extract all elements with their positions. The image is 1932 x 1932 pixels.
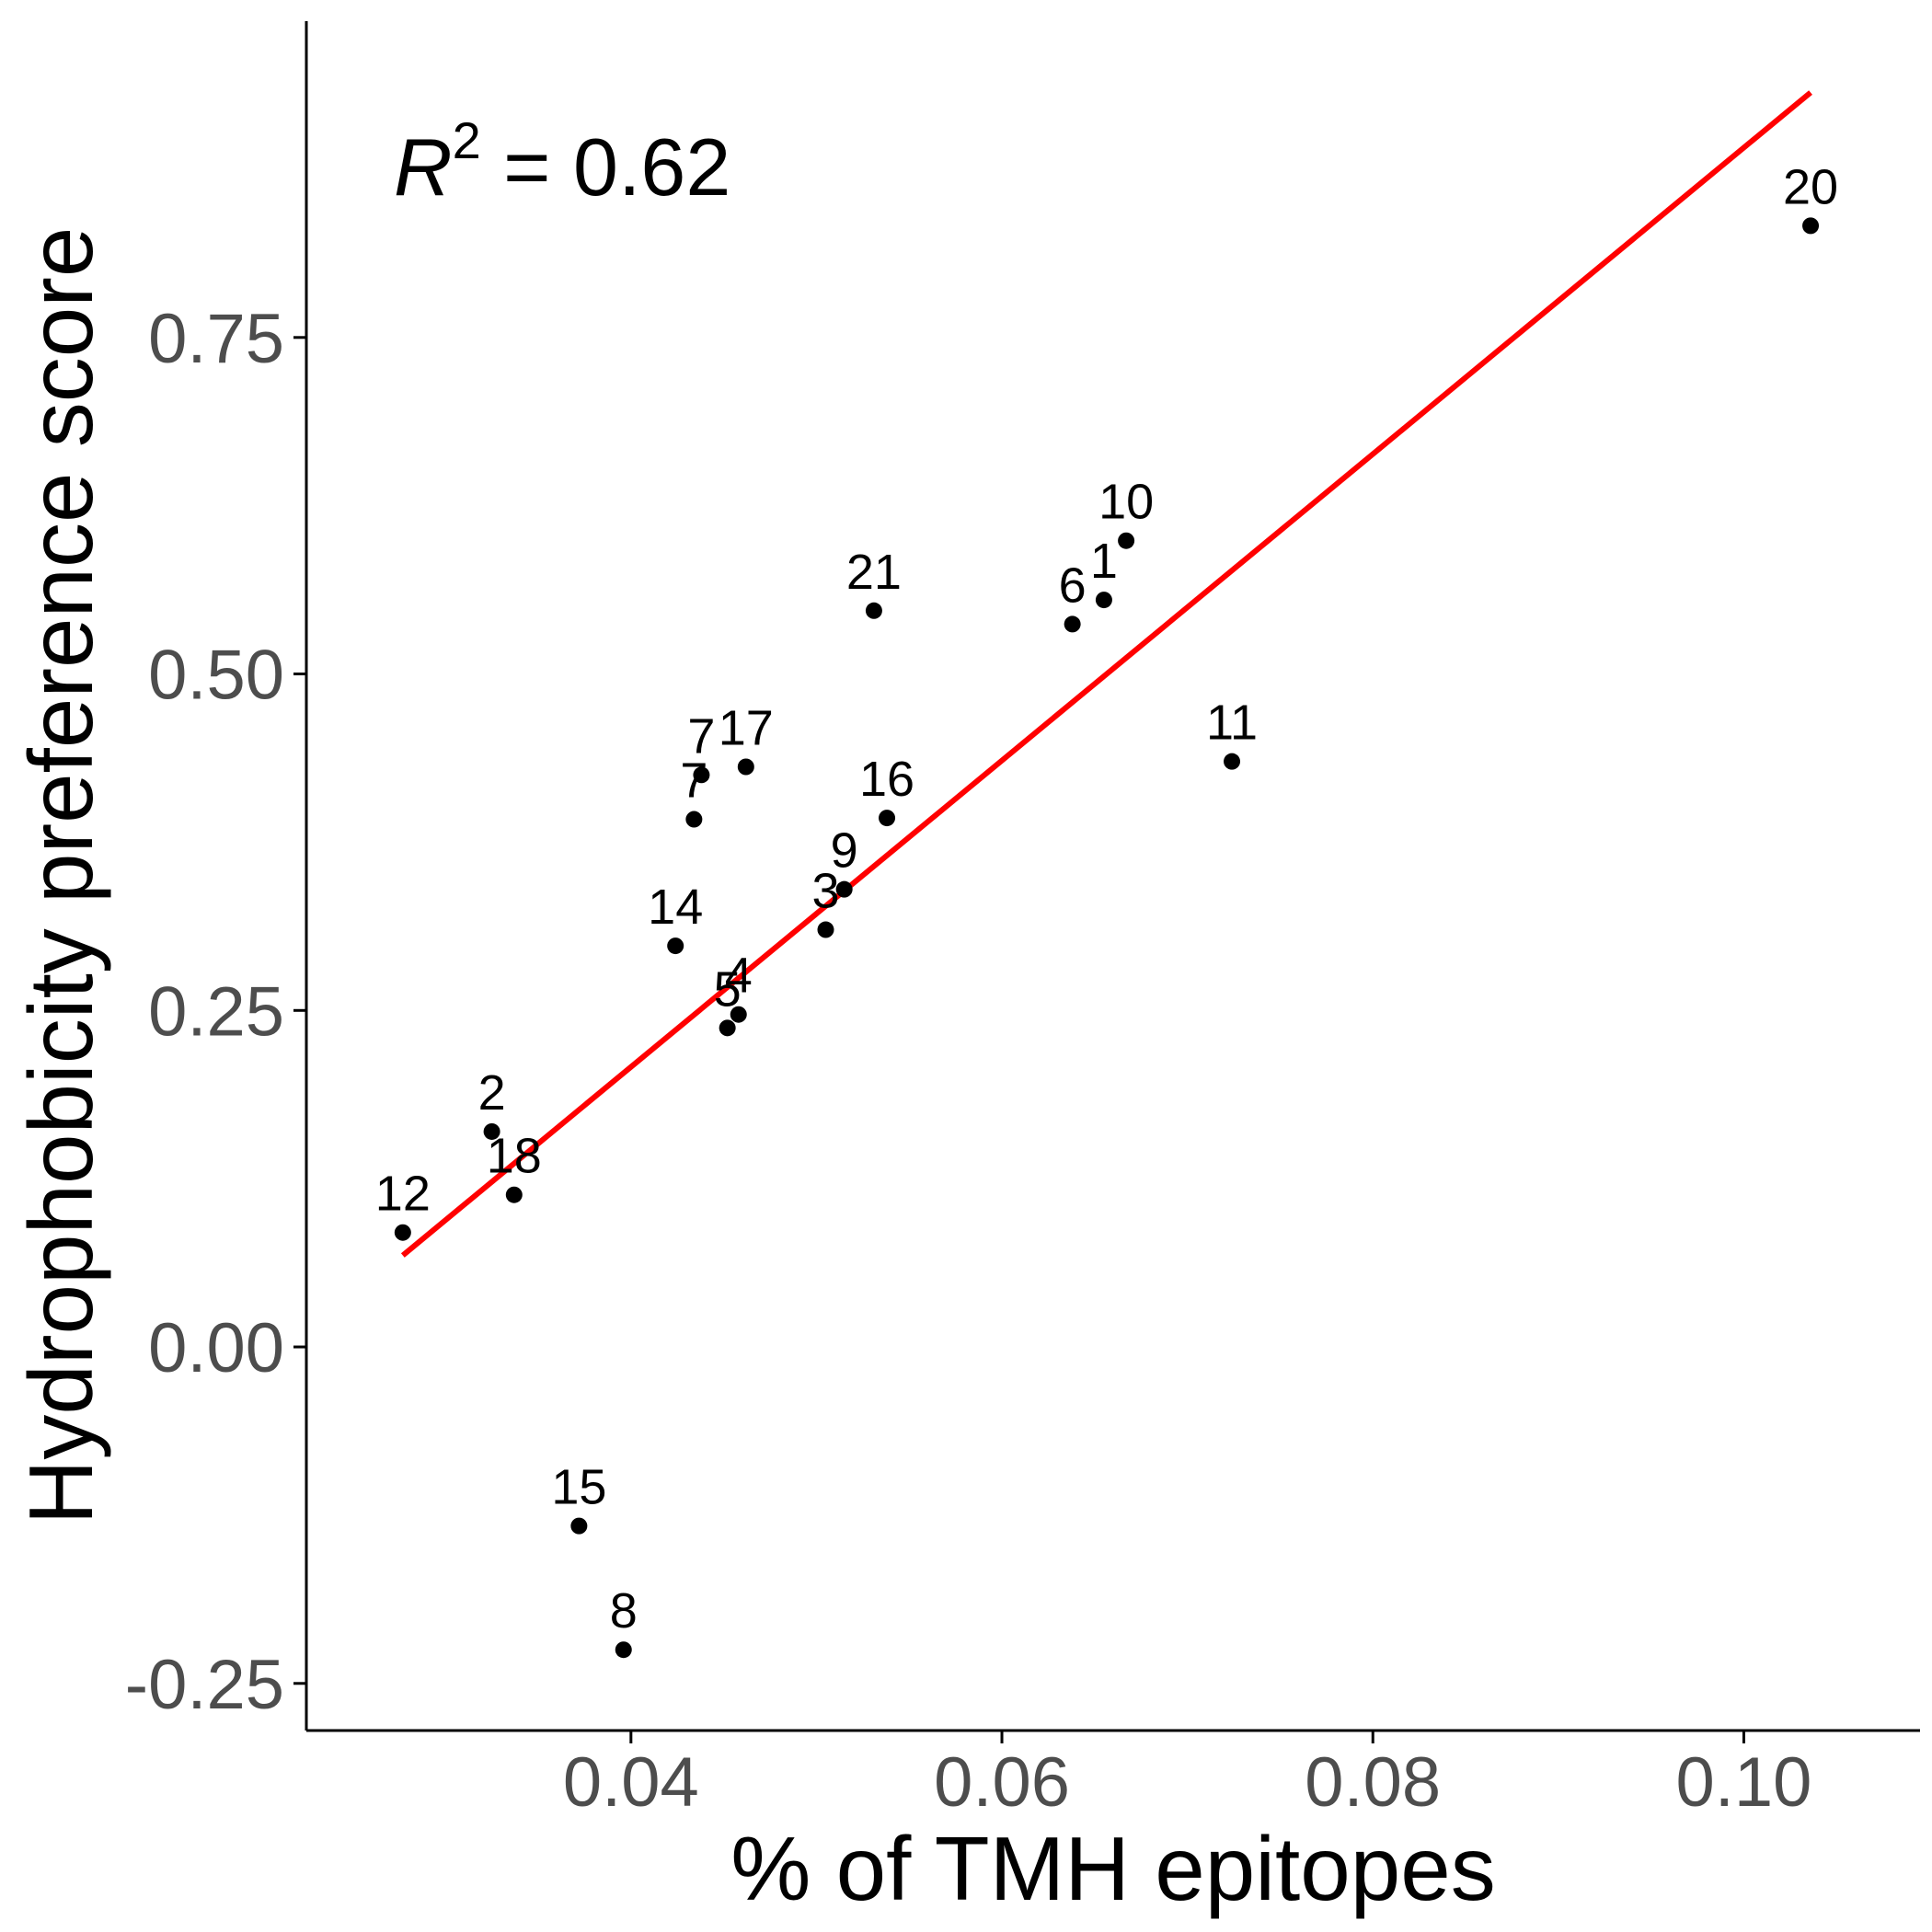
point-label-18: 18	[487, 1129, 542, 1184]
data-point-15	[570, 1517, 588, 1535]
data-point-2	[483, 1122, 500, 1140]
y-axis-ticks: -0.25 0.00 0.25 0.50 0.75	[125, 300, 306, 1724]
data-point-6	[1064, 615, 1081, 633]
point-label-10: 10	[1098, 475, 1154, 530]
point-label-16: 16	[859, 752, 914, 807]
axes	[305, 21, 1920, 1732]
point-label-20: 20	[1783, 159, 1838, 214]
point-label-17: 17	[719, 700, 774, 755]
data-point-7	[685, 811, 703, 828]
data-point-20	[1802, 217, 1820, 235]
data-point-4	[730, 1006, 747, 1023]
x-axis-ticks: 0.04 0.06 0.08 0.10	[563, 1731, 1812, 1822]
r-squared-superscript: 2	[453, 111, 481, 169]
x-tick-label: 0.04	[563, 1743, 699, 1822]
x-tick-label: 0.10	[1676, 1743, 1812, 1822]
y-tick-label: -0.25	[125, 1646, 284, 1724]
r-squared-symbol: R	[394, 121, 453, 213]
point-label-4: 4	[725, 949, 753, 1004]
point-label-8: 8	[610, 1583, 638, 1639]
data-point-17	[737, 758, 754, 776]
data-point-8	[615, 1641, 632, 1659]
data-point-21	[865, 602, 882, 619]
point-label-1: 1	[1090, 534, 1118, 589]
data-point-10	[1118, 532, 1135, 549]
point-label-5: 5	[714, 961, 742, 1017]
point-label-11: 11	[1206, 696, 1258, 751]
y-axis-title: Hydrophobicity preference score	[10, 227, 111, 1525]
point-label-2: 2	[478, 1065, 506, 1121]
point-label-15: 15	[551, 1460, 606, 1515]
data-point-11	[1224, 753, 1241, 770]
regression-line	[400, 90, 1812, 1258]
data-point-9	[835, 880, 853, 898]
data-point-7	[693, 766, 710, 784]
point-label-9: 9	[831, 823, 858, 879]
y-tick-label: 0.25	[148, 972, 284, 1051]
data-point-16	[879, 810, 896, 827]
data-point-5	[719, 1019, 736, 1037]
y-tick-label: 0.75	[148, 300, 284, 378]
r-squared-annotation: R2 = 0.62	[394, 111, 730, 213]
data-point-3	[817, 921, 834, 938]
point-label-7: 7	[687, 708, 715, 764]
y-tick-label: 0.50	[148, 637, 284, 715]
point-label-21: 21	[846, 545, 902, 600]
y-tick-label: 0.00	[148, 1309, 284, 1387]
point-label-14: 14	[648, 880, 703, 935]
x-axis-title: % of TMH epitopes	[730, 1818, 1496, 1919]
point-label-3: 3	[811, 864, 839, 919]
data-point-1	[1095, 592, 1112, 609]
data-point-14	[667, 937, 684, 955]
x-tick-label: 0.06	[934, 1743, 1070, 1822]
x-tick-label: 0.08	[1305, 1743, 1441, 1822]
point-label-6: 6	[1059, 558, 1087, 613]
r-squared-value: = 0.62	[481, 121, 731, 213]
point-label-7: 7	[680, 753, 707, 809]
point-label-12: 12	[375, 1167, 431, 1222]
data-point-18	[505, 1186, 523, 1203]
data-point-12	[394, 1224, 411, 1241]
